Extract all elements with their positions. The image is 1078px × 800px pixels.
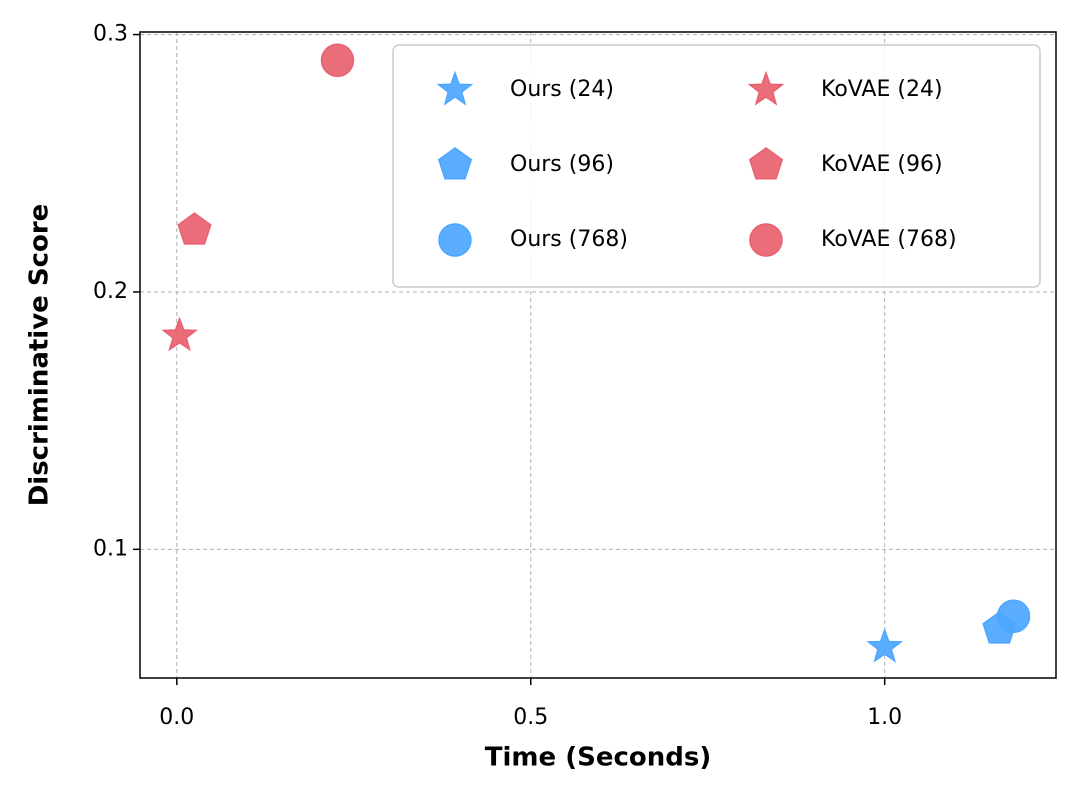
marker-star: [866, 627, 904, 663]
legend-label: Ours (768): [510, 227, 628, 252]
x-tick-label: 1.0: [867, 705, 902, 730]
legend-frame: [392, 44, 1041, 288]
legend-label: Ours (96): [510, 152, 614, 177]
legend-marker: [748, 147, 784, 180]
legend-marker: [437, 147, 473, 180]
y-tick-label: 0.3: [93, 22, 128, 47]
legend-label: KoVAE (768): [821, 227, 957, 252]
legend-marker: [438, 223, 472, 257]
legend-marker: [436, 70, 474, 106]
y-axis-label: Discriminative Score: [25, 204, 55, 507]
x-axis-label: Time (Seconds): [485, 743, 711, 773]
legend-label: KoVAE (24): [821, 77, 943, 102]
marker-star: [161, 316, 198, 352]
x-tick-label: 0.5: [513, 705, 548, 730]
marker-pentagon: [177, 212, 212, 245]
y-tick-label: 0.1: [93, 536, 128, 561]
legend-marker: [749, 223, 783, 257]
marker-circle: [320, 43, 355, 78]
y-tick-label: 0.2: [93, 279, 128, 304]
marker-circle: [996, 599, 1031, 633]
plot-frame: [139, 31, 1057, 679]
legend-label: Ours (24): [510, 77, 614, 102]
x-tick-label: 0.0: [159, 705, 194, 730]
legend-label: KoVAE (96): [821, 152, 943, 177]
legend-marker: [747, 70, 785, 106]
